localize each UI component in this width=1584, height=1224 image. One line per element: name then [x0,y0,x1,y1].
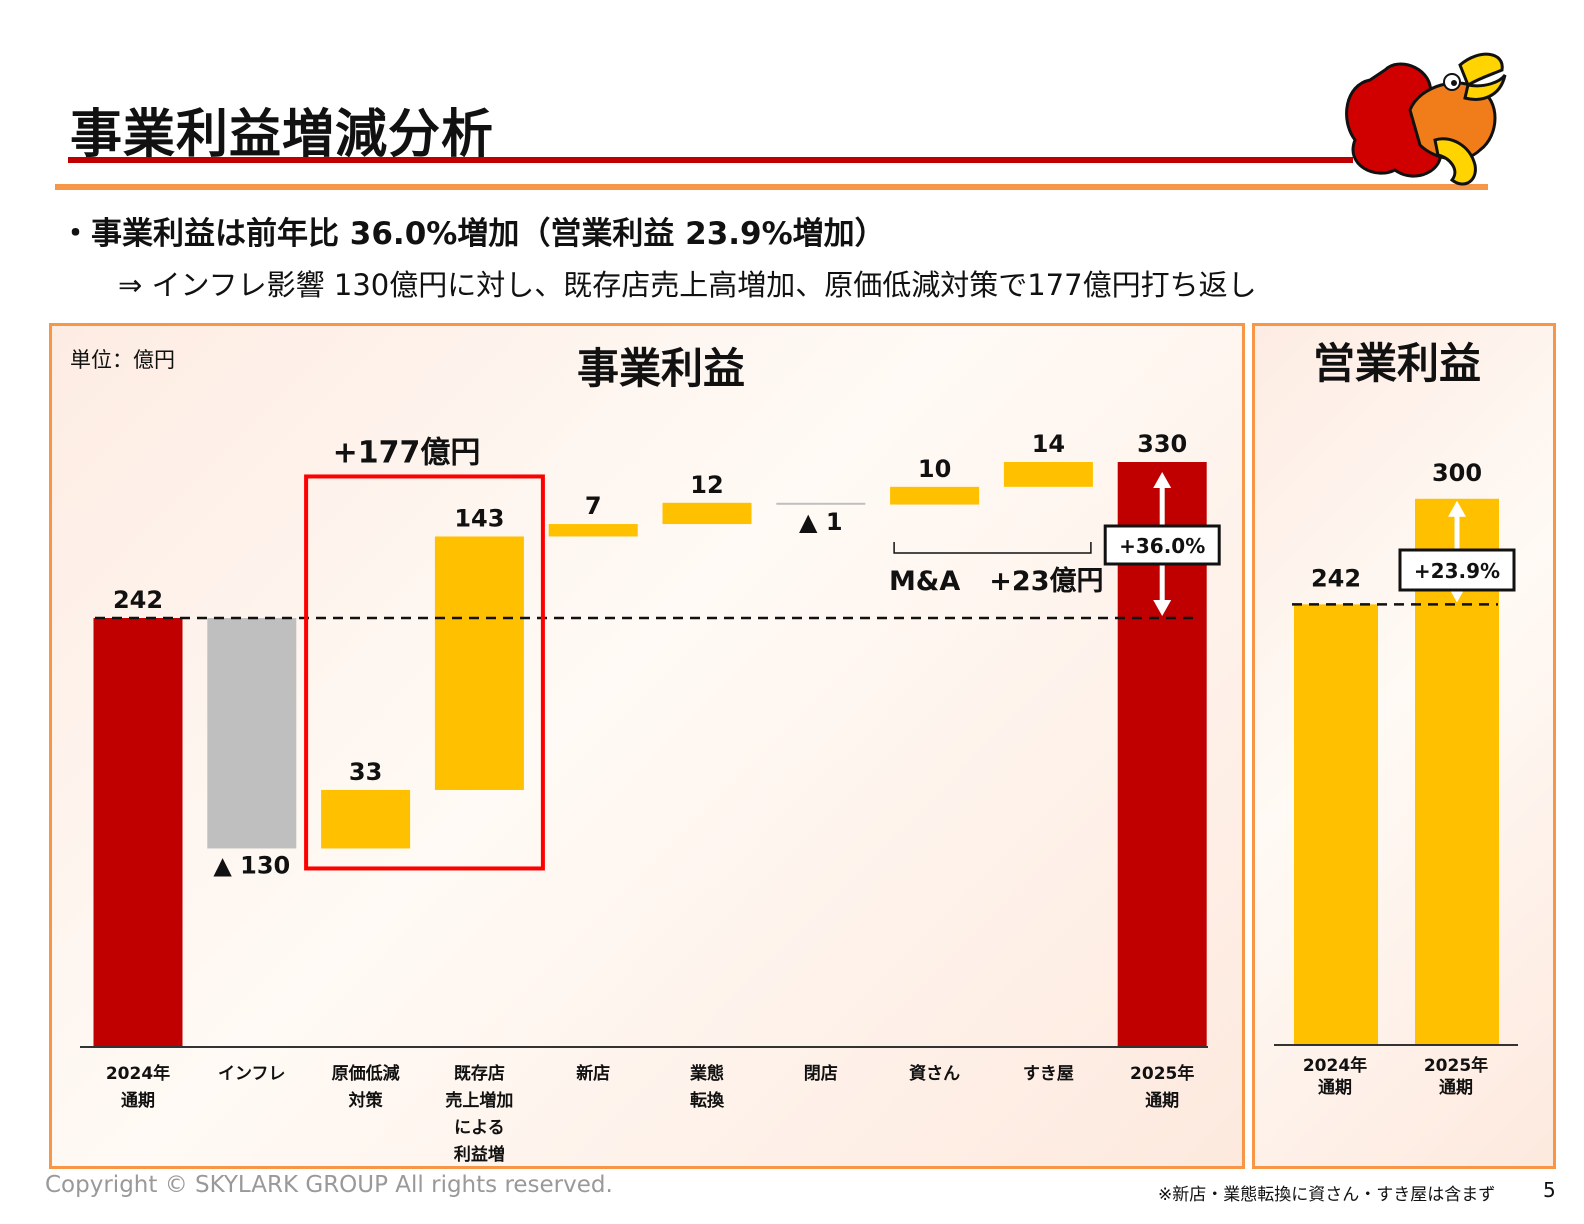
tick-label-9-0: 2025年 [1130,1063,1194,1084]
op-tick-label-0-1: 通期 [1318,1078,1352,1098]
value-label-1: ▲ 130 [213,851,290,879]
tick-label-6-0: 閉店 [804,1063,838,1084]
tick-label-3-3: 利益増 [454,1144,505,1165]
tick-label-3-2: による [454,1118,505,1138]
bar-7 [890,486,980,505]
ma-bracket [893,542,1092,554]
op-tick-label-1-0: 2025年 [1424,1055,1488,1076]
value-label-2: 33 [349,758,382,786]
bar-6 [776,502,866,505]
bar-3 [434,536,524,790]
bar-2 [321,789,411,849]
op-growth-box [1398,548,1516,592]
bar-1 [207,618,297,849]
tick-label-2-1: 対策 [348,1090,384,1111]
footnote: ※新店・業態転換に資さん・すき屋は含まず [1158,1185,1496,1205]
chart-title-operating-profit: 営業利益 [1313,339,1481,388]
highlight-label: +177億円 [333,435,481,470]
tick-label-4-0: 新店 [576,1063,610,1084]
summary-bullet: ・事業利益は前年比 36.0%増加（営業利益 23.9%増加） [60,216,886,252]
op-tick-label-0-0: 2024年 [1303,1055,1367,1076]
bar-8 [1003,462,1093,487]
tick-label-7-0: 資さん [909,1064,960,1084]
value-label-3: 143 [454,504,504,532]
header-divider [55,184,1488,190]
op-growth-arrow-up-head [1448,500,1466,517]
tick-label-8-0: すき屋 [1023,1064,1074,1084]
page-number: 5 [1543,1178,1556,1202]
growth-box [1103,524,1221,566]
value-label-9: 330 [1137,430,1187,458]
unit-label: 単位：億円 [70,348,175,372]
title-underline [68,157,1353,163]
value-label-6: ▲ 1 [799,508,843,536]
op-bar-0 [1294,604,1378,1045]
ma-increase-label: +23億円 [989,566,1103,597]
tick-label-2-0: 原価低減 [332,1063,400,1084]
tick-label-9-1: 通期 [1145,1091,1179,1111]
rooster-mascot-icon [1345,52,1507,186]
value-label-0: 242 [113,586,163,614]
tick-label-1-0: インフレ [218,1064,286,1084]
growth-label: +36.0% [1119,534,1205,558]
op-value-label-1: 300 [1432,459,1482,487]
tick-label-3-1: 売上増加 [445,1090,513,1111]
growth-arrow-up-head [1153,472,1172,489]
value-label-4: 7 [585,492,602,520]
bar-5 [662,502,752,525]
growth-arrow-down-head [1153,600,1172,617]
bar-0 [93,618,183,1047]
bar-4 [548,524,638,537]
page-title: 事業利益増減分析 [70,105,495,165]
op-tick-label-1-1: 通期 [1439,1078,1473,1098]
highlight-box [304,474,545,871]
tick-label-0-1: 通期 [121,1091,155,1111]
op-value-label-0: 242 [1311,564,1361,592]
op-growth-label: +23.9% [1414,559,1500,583]
tick-label-5-1: 転換 [690,1090,725,1111]
tick-label-0-0: 2024年 [106,1063,170,1084]
value-label-7: 10 [918,455,951,483]
tick-label-3-0: 既存店 [454,1063,505,1084]
summary-subbullet: ⇒ インフレ影響 130億円に対し、既存店売上高増加、原価低減対策で177億円打… [118,268,1257,302]
tick-label-5-0: 業態 [690,1063,724,1084]
value-label-5: 12 [690,471,723,499]
ma-label: M&A [889,566,960,597]
copyright: Copyright © SKYLARK GROUP All rights res… [45,1172,613,1198]
value-label-8: 14 [1032,430,1065,458]
chart-title-business-profit: 事業利益 [577,344,745,393]
